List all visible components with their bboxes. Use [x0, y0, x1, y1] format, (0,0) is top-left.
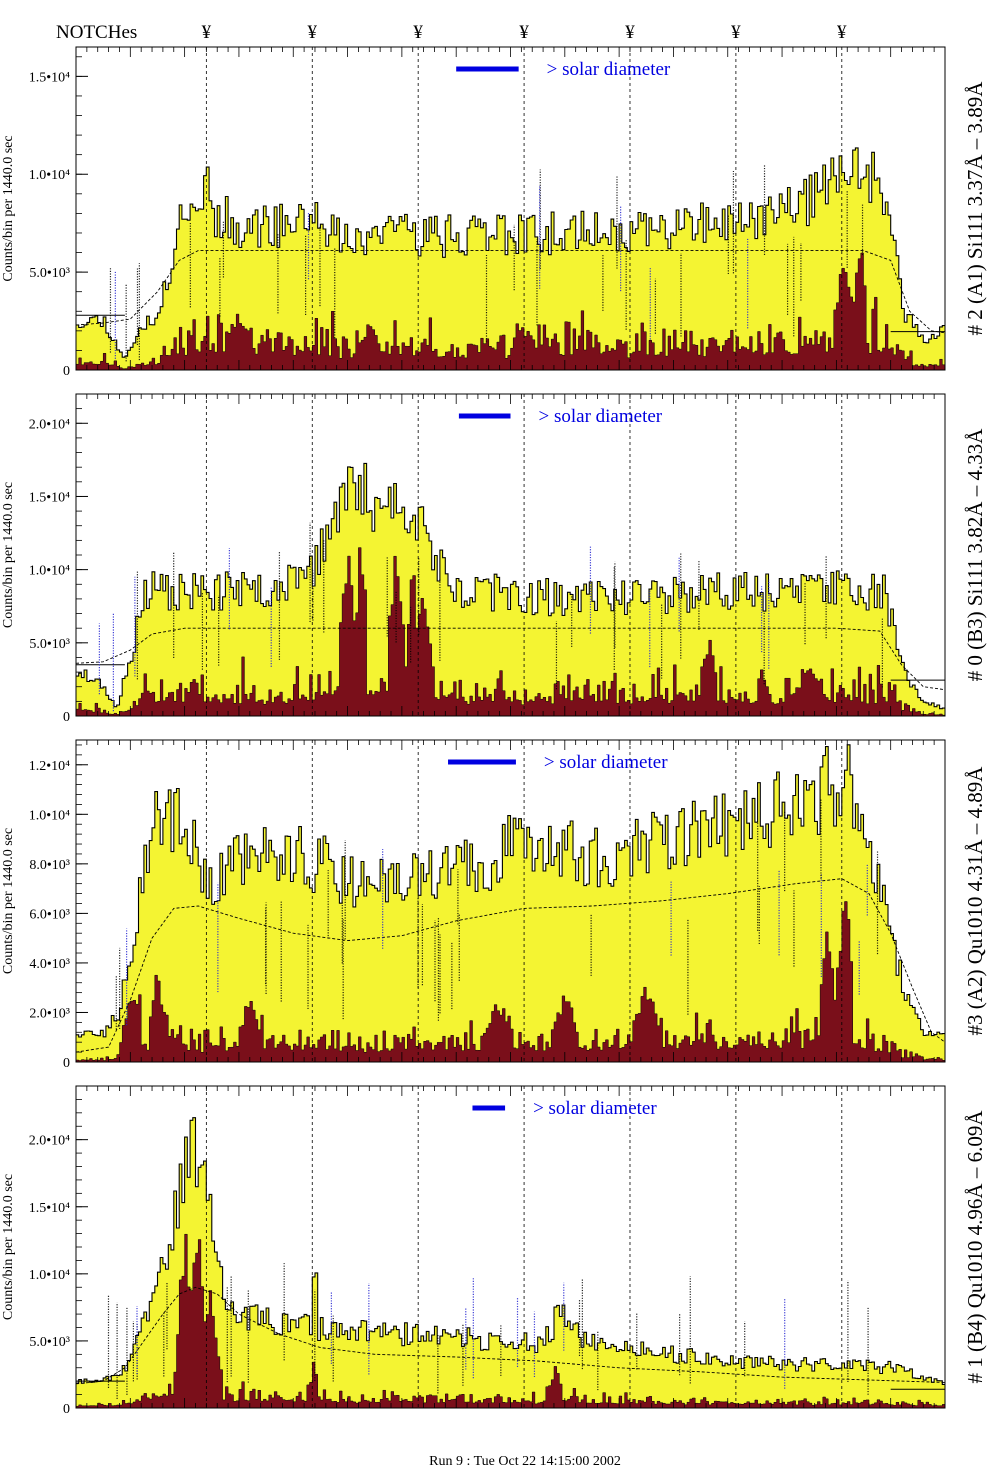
- y-tick-label: 1.0•10⁴: [29, 564, 70, 579]
- notch-row: NOTCHes ¥ ¥ ¥ ¥ ¥ ¥ ¥: [56, 22, 847, 43]
- selected-counts-area: [75, 901, 946, 1063]
- y-tick-label: 0: [63, 364, 70, 379]
- notch-marker-6: ¥: [731, 22, 741, 43]
- notch-marker-7: ¥: [837, 22, 847, 43]
- chart-panel-4: 0 5.0•10³ 1.0•10⁴ 1.5•10⁴ 2.0•10⁴ Counts/bin …: [1, 1085, 987, 1417]
- panel-side-label: # 1 (B4) Qu1010 4.96Å – 6.09Å: [963, 1110, 987, 1384]
- y-tick-label: 5.0•10³: [29, 266, 70, 281]
- notch-marker-1: ¥: [202, 22, 212, 43]
- y-axis-title: Counts/bin per 1440.0 sec: [1, 828, 16, 974]
- y-axis-title: Counts/bin per 1440.0 sec: [1, 482, 16, 628]
- selected-counts-area: [75, 547, 946, 717]
- solar-diameter-label: > solar diameter: [547, 59, 671, 80]
- solar-diameter-label: > solar diameter: [533, 1098, 657, 1119]
- y-tick-label: 8.0•10³: [29, 858, 70, 873]
- smoothed-model-line: [75, 878, 946, 1053]
- run-info-footer: Run 9 : Tue Oct 22 14:15:00 2002: [429, 1454, 621, 1469]
- notch-label: NOTCHes: [56, 22, 137, 43]
- y-tick-label: 5.0•10³: [29, 1335, 70, 1350]
- chart-panel-1: 0 5.0•10³ 1.0•10⁴ 1.5•10⁴ Counts/bin per 144…: [1, 46, 987, 379]
- y-tick-label: 0: [63, 710, 70, 725]
- panel-side-label: # 2 (A1) Si111 3.37Å – 3.89Å: [963, 81, 987, 336]
- y-tick-label: 0: [63, 1402, 70, 1417]
- total-counts-area: [76, 744, 945, 1062]
- y-tick-label: 1.0•10⁴: [29, 1268, 70, 1283]
- y-tick-label: 2.0•10⁴: [29, 417, 70, 432]
- total-counts-area: [76, 147, 945, 370]
- y-tick-label: 1.5•10⁴: [29, 490, 70, 505]
- solar-diameter-label: > solar diameter: [544, 752, 668, 773]
- y-tick-label: 0: [63, 1056, 70, 1071]
- panels: 0 5.0•10³ 1.0•10⁴ 1.5•10⁴ Counts/bin per 144…: [1, 46, 987, 1417]
- total-counts-histogram: [76, 1117, 945, 1385]
- y-tick-label: 1.5•10⁴: [29, 70, 70, 85]
- smoothed-model-line: [75, 1286, 946, 1385]
- y-axis-title: Counts/bin per 1440.0 sec: [1, 135, 16, 281]
- y-tick-label: 1.2•10⁴: [29, 759, 70, 774]
- notch-marker-3: ¥: [413, 22, 423, 43]
- y-tick-label: 2.0•10⁴: [29, 1134, 70, 1149]
- y-tick-label: 2.0•10³: [29, 1006, 70, 1021]
- panel-side-label: # 0 (B3) Si111 3.82Å – 4.33Å: [963, 428, 987, 682]
- total-counts-histogram: [76, 744, 945, 1038]
- panel-side-label: #3 (A2) Qu1010 4.31Å – 4.89Å: [963, 766, 987, 1036]
- notch-marker-4: ¥: [519, 22, 529, 43]
- selected-counts-area: [75, 252, 946, 371]
- y-tick-label: 1.0•10⁴: [29, 168, 70, 183]
- y-tick-label: 1.0•10⁴: [29, 808, 70, 823]
- notch-marker-2: ¥: [308, 22, 318, 43]
- total-counts-histogram: [76, 462, 945, 710]
- chart-panel-2: 0 5.0•10³ 1.0•10⁴ 1.5•10⁴ 2.0•10⁴ Counts/bin …: [1, 393, 987, 725]
- smoothed-model-line: [75, 627, 946, 691]
- y-tick-label: 5.0•10³: [29, 637, 70, 652]
- y-tick-label: 4.0•10³: [29, 957, 70, 972]
- y-tick-label: 1.5•10⁴: [29, 1201, 70, 1216]
- y-tick-label: 6.0•10³: [29, 907, 70, 922]
- selected-counts-area: [75, 1233, 946, 1409]
- y-axis-title: Counts/bin per 1440.0 sec: [1, 1174, 16, 1320]
- notch-marker-5: ¥: [625, 22, 635, 43]
- chart-panel-3: 0 2.0•10³ 4.0•10³ 6.0•10³ 8.0•10³ 1.0•10⁴ 1.2•…: [1, 739, 987, 1071]
- total-counts-area: [76, 1117, 945, 1408]
- solar-diameter-label: > solar diameter: [539, 406, 663, 427]
- total-counts-histogram: [76, 147, 945, 358]
